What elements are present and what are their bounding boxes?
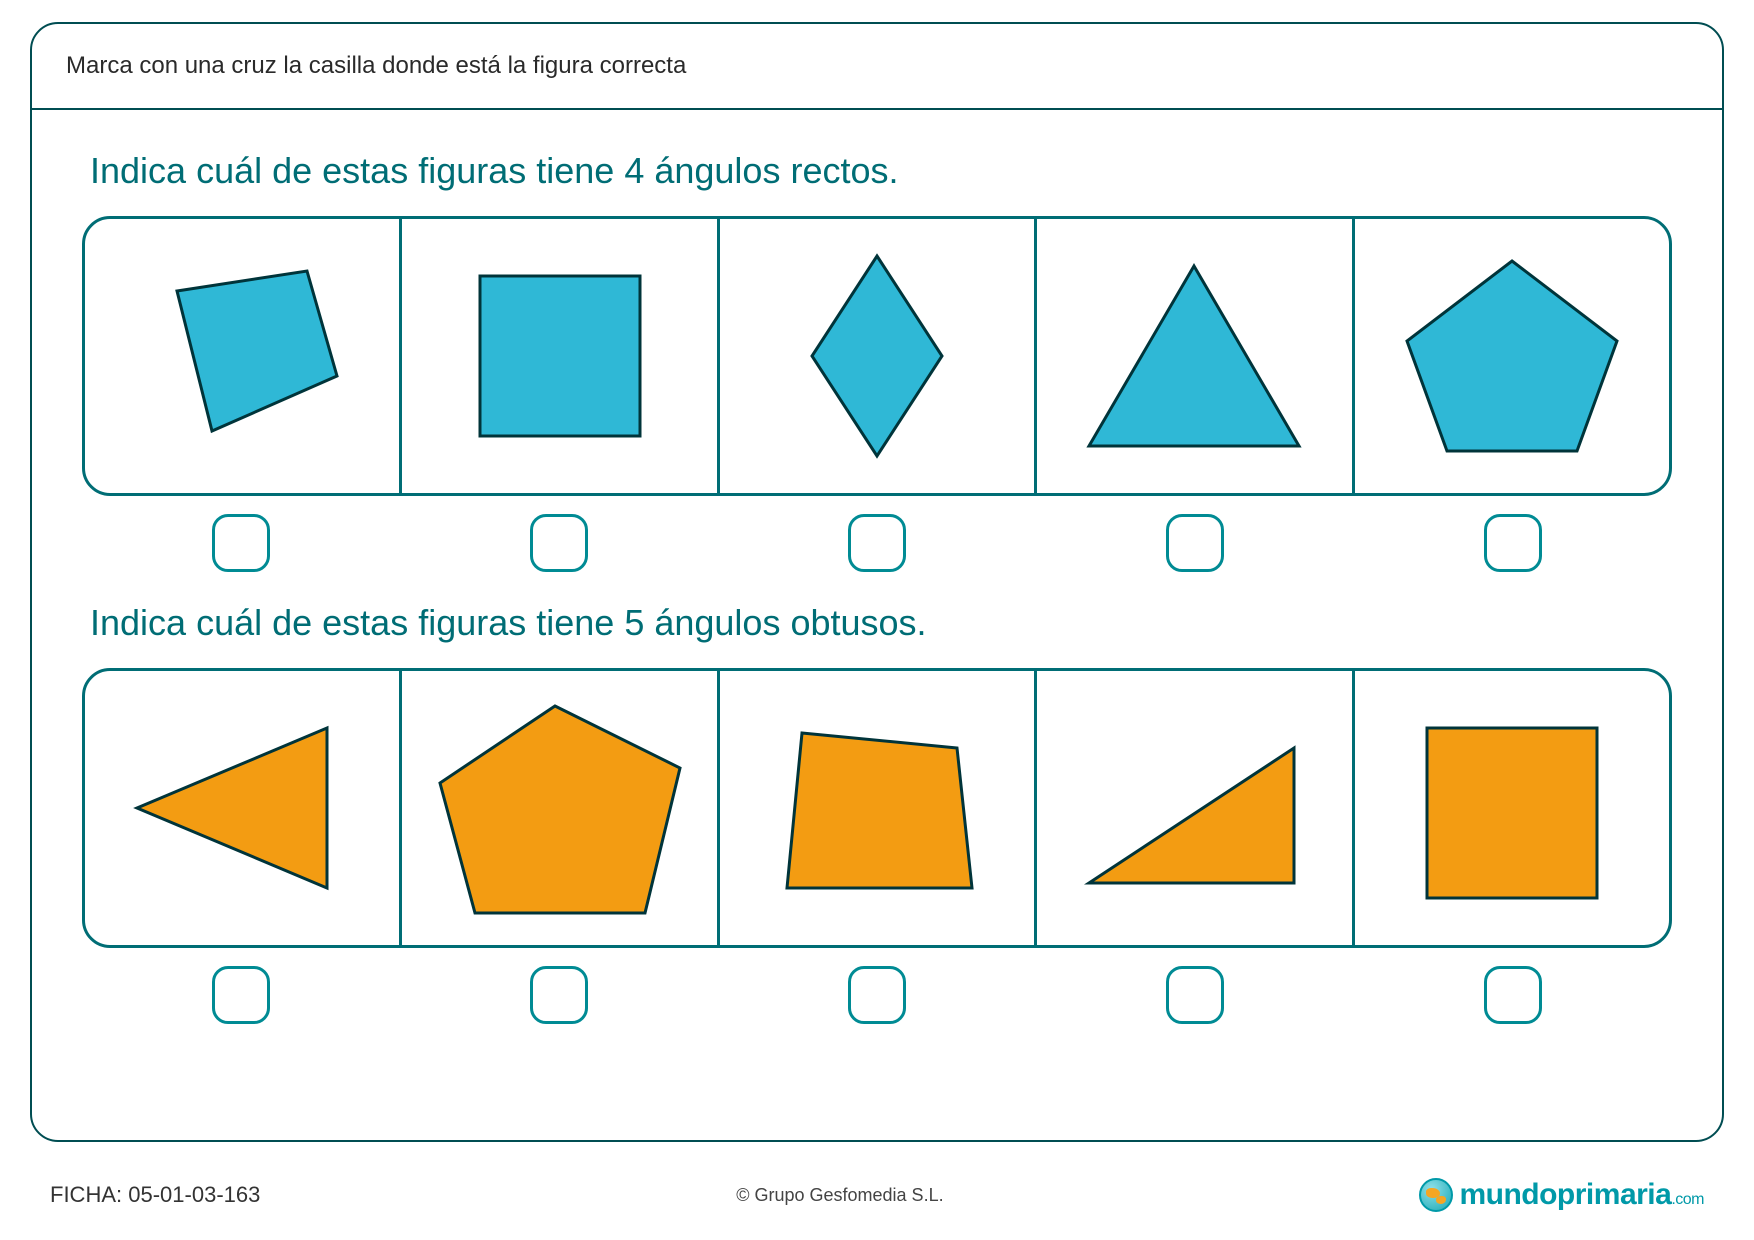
pentagon-icon xyxy=(1377,236,1647,476)
figure-cell xyxy=(720,671,1037,945)
mundoprimaria-logo: mundoprimaria.com xyxy=(1419,1178,1704,1212)
figure-cell xyxy=(1355,671,1669,945)
header-instruction-text: Marca con una cruz la casilla donde está… xyxy=(66,52,686,79)
ficha-code: FICHA: 05-01-03-163 xyxy=(50,1182,260,1208)
question-1-checkbox-row xyxy=(82,514,1672,572)
square-icon xyxy=(425,236,695,476)
irregular-quadrilateral-icon xyxy=(742,688,1012,928)
figure-cell xyxy=(402,219,719,493)
answer-checkbox[interactable] xyxy=(1166,966,1224,1024)
answer-checkbox[interactable] xyxy=(848,514,906,572)
logo-text: mundoprimaria.com xyxy=(1459,1178,1704,1212)
figure-cell xyxy=(720,219,1037,493)
right-triangle-icon xyxy=(1059,688,1329,928)
answer-checkbox[interactable] xyxy=(212,514,270,572)
ficha-label: FICHA: xyxy=(50,1182,122,1207)
ficha-number: 05-01-03-163 xyxy=(128,1182,260,1207)
left-triangle-icon xyxy=(107,688,377,928)
rhombus-icon xyxy=(742,236,1012,476)
worksheet-content: Indica cuál de estas figuras tiene 4 áng… xyxy=(32,110,1722,1074)
question-1-prompt: Indica cuál de estas figuras tiene 4 áng… xyxy=(90,150,1672,192)
figure-cell xyxy=(1037,219,1354,493)
question-2-checkbox-row xyxy=(82,966,1672,1024)
figure-cell xyxy=(402,671,719,945)
answer-checkbox[interactable] xyxy=(848,966,906,1024)
worksheet-frame: Marca con una cruz la casilla donde está… xyxy=(30,22,1724,1142)
answer-checkbox[interactable] xyxy=(1484,514,1542,572)
answer-checkbox[interactable] xyxy=(1484,966,1542,1024)
globe-icon xyxy=(1419,1178,1453,1212)
header-instruction-band: Marca con una cruz la casilla donde está… xyxy=(32,24,1722,110)
question-2-figure-row xyxy=(82,668,1672,948)
worksheet-footer: FICHA: 05-01-03-163 © Grupo Gesfomedia S… xyxy=(50,1178,1704,1212)
figure-cell xyxy=(85,219,402,493)
figure-cell xyxy=(85,671,402,945)
kite-quadrilateral-icon xyxy=(107,236,377,476)
irregular-pentagon-icon xyxy=(425,688,695,928)
answer-checkbox[interactable] xyxy=(530,966,588,1024)
triangle-icon xyxy=(1059,236,1329,476)
figure-cell xyxy=(1355,219,1669,493)
logo-brand-suffix: .com xyxy=(1671,1191,1704,1208)
logo-brand-main: mundoprimaria xyxy=(1459,1178,1671,1211)
answer-checkbox[interactable] xyxy=(1166,514,1224,572)
question-1-figure-row xyxy=(82,216,1672,496)
answer-checkbox[interactable] xyxy=(212,966,270,1024)
square-icon xyxy=(1377,688,1647,928)
answer-checkbox[interactable] xyxy=(530,514,588,572)
copyright-text: © Grupo Gesfomedia S.L. xyxy=(736,1185,943,1206)
question-2-prompt: Indica cuál de estas figuras tiene 5 áng… xyxy=(90,602,1672,644)
figure-cell xyxy=(1037,671,1354,945)
